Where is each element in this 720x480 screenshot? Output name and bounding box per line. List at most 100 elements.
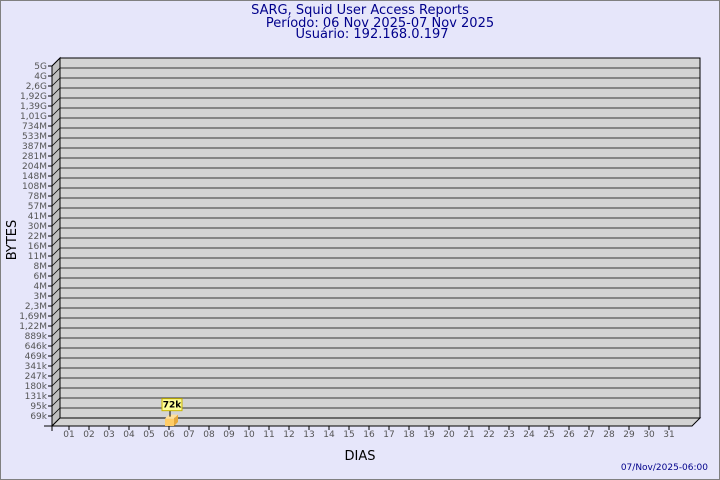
x-tick-label: 16 <box>363 430 375 440</box>
gridline-side <box>51 377 61 387</box>
x-tick-label: 15 <box>343 430 354 440</box>
x-tick-label: 31 <box>663 430 674 440</box>
gridline-side <box>51 137 61 147</box>
y-tick-label: 469k <box>25 352 48 362</box>
x-tick-label: 10 <box>243 430 255 440</box>
bar-side <box>174 414 178 426</box>
gridline-side <box>51 317 61 327</box>
gridline-side <box>51 147 61 157</box>
y-tick-label: 341k <box>25 362 48 372</box>
y-tick-label: 646k <box>25 342 48 352</box>
y-tick-label: 41M <box>28 212 47 222</box>
y-tick-label: 22M <box>28 232 47 242</box>
x-tick-label: 04 <box>123 430 135 440</box>
x-tick-label: 28 <box>603 430 615 440</box>
x-tick-label: 30 <box>643 430 655 440</box>
gridline-side <box>51 337 61 347</box>
x-tick-label: 25 <box>543 430 554 440</box>
y-tick-label: 533M <box>22 132 47 142</box>
y-tick-label: 148M <box>22 172 47 182</box>
x-tick-label: 13 <box>303 430 314 440</box>
x-tick-label: 24 <box>523 430 535 440</box>
y-tick-label: 11M <box>28 252 47 262</box>
x-tick-label: 06 <box>163 430 175 440</box>
bar-top <box>165 414 178 419</box>
x-tick-label: 03 <box>103 430 114 440</box>
gridline-side <box>51 257 61 267</box>
gridline-side <box>51 387 61 397</box>
chart-period: Período: 06 Nov 2025-07 Nov 2025 <box>265 16 495 31</box>
footer-timestamp: 07/Nov/2025-06:00 <box>621 463 708 473</box>
gridline-side <box>51 287 61 297</box>
y-tick-label: 4G <box>34 72 47 82</box>
y-tick-label: 78M <box>28 192 47 202</box>
gridline-side <box>51 57 61 67</box>
x-tick-label: 02 <box>83 430 94 440</box>
y-tick-label: 387M <box>22 142 47 152</box>
y-tick-label: 57M <box>28 202 47 212</box>
y-tick-label: 2,3M <box>25 302 47 312</box>
y-tick-label: 16M <box>28 242 47 252</box>
gridline-side <box>51 197 61 207</box>
y-tick-label: 180k <box>25 382 48 392</box>
gridline-side <box>51 347 61 357</box>
gridline-side <box>51 157 61 167</box>
x-tick-label: 14 <box>323 430 335 440</box>
gridline-side <box>51 217 61 227</box>
gridline-side <box>51 207 61 217</box>
y-tick-label: 30M <box>28 222 47 232</box>
gridline-side <box>51 367 61 377</box>
y-tick-label: 6M <box>34 272 48 282</box>
y-tick-label: 69k <box>30 412 47 422</box>
gridline-side <box>51 67 61 77</box>
data-label-box <box>161 398 183 412</box>
y-tick-label: 889k <box>25 332 48 342</box>
gridline-side <box>51 277 61 287</box>
gridline-side <box>51 407 61 417</box>
gridline-side <box>51 307 61 317</box>
x-tick-label: 29 <box>623 430 635 440</box>
y-tick-label: 1,22M <box>19 322 47 332</box>
chart-user: Usuário: 192.168.0.197 <box>295 27 449 42</box>
x-tick-label: 27 <box>583 430 594 440</box>
x-tick-label: 19 <box>423 430 435 440</box>
x-tick-label: 23 <box>503 430 514 440</box>
x-tick-label: 26 <box>563 430 575 440</box>
data-label: 72k <box>163 401 183 411</box>
gridline-side <box>51 297 61 307</box>
y-tick-label: 95k <box>30 402 47 412</box>
x-tick-label: 01 <box>63 430 74 440</box>
gridline-side <box>51 357 61 367</box>
y-tick-label: 1,69M <box>19 312 47 322</box>
x-axis-title: DIAS <box>345 449 376 464</box>
floor <box>50 417 702 427</box>
x-tick-label: 09 <box>223 430 235 440</box>
y-axis-title: BYTES <box>5 220 20 261</box>
gridline-side <box>51 87 61 97</box>
x-tick-label: 22 <box>483 430 494 440</box>
gridline-side <box>51 397 61 407</box>
y-tick-label: 8M <box>34 262 48 272</box>
x-tick-label: 21 <box>463 430 474 440</box>
x-tick-label: 07 <box>183 430 194 440</box>
gridline-side <box>51 247 61 257</box>
x-tick-label: 17 <box>383 430 394 440</box>
gridline-side <box>51 77 61 87</box>
gridline-side <box>51 327 61 337</box>
y-tick-label: 4M <box>34 282 48 292</box>
x-tick-label: 12 <box>283 430 294 440</box>
y-tick-label: 108M <box>22 182 47 192</box>
gridline-side <box>51 117 61 127</box>
gridline-side <box>51 97 61 107</box>
y-tick-label: 204M <box>22 162 47 172</box>
y-tick-label: 281M <box>22 152 47 162</box>
gridline-side <box>51 177 61 187</box>
y-tick-label: 1,92G <box>20 92 47 102</box>
y-tick-label: 3M <box>34 292 48 302</box>
y-tick-label: 5G <box>34 62 47 72</box>
bar-front <box>165 418 174 426</box>
gridline-side <box>51 227 61 237</box>
gridline-side <box>51 267 61 277</box>
gridline-side <box>51 167 61 177</box>
